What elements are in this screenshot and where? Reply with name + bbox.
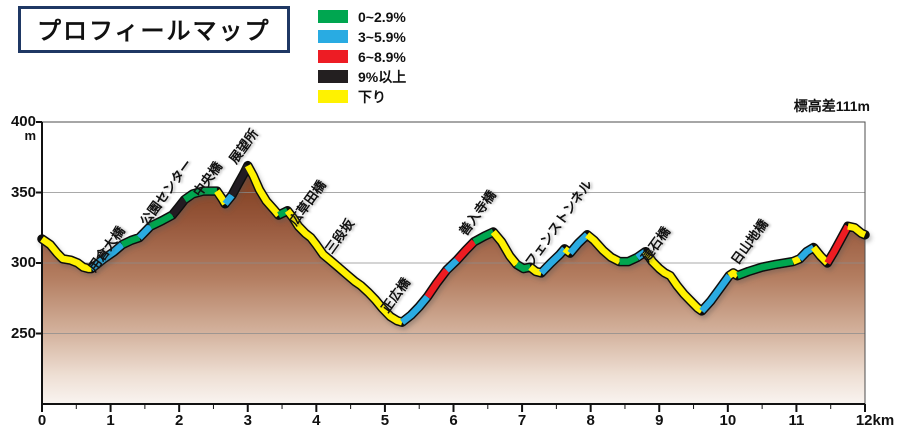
- grade-segment-blue: [699, 273, 732, 314]
- elevation-difference-note: 標高差111m: [793, 98, 870, 114]
- grade-segment-green: [120, 234, 141, 248]
- grade-segment-red: [424, 268, 450, 299]
- legend-item: 9%以上: [318, 67, 406, 86]
- y-axis-unit: m: [24, 128, 36, 143]
- y-axis-label-350: 350: [10, 183, 36, 201]
- grade-segment-blue: [137, 224, 153, 240]
- grade-segment-blue: [400, 294, 430, 325]
- grade-segment-yellow: [528, 264, 543, 277]
- x-axis-label-9: 9: [655, 412, 664, 429]
- grade-segment-green: [514, 261, 531, 272]
- grade-segment-green: [148, 212, 174, 230]
- legend-item: 0~2.9%: [318, 7, 406, 26]
- x-axis-label-1: 1: [106, 412, 115, 429]
- grade-segment-black: [169, 197, 188, 218]
- grade-segment-green: [277, 207, 289, 219]
- legend-label: 下り: [358, 88, 386, 105]
- x-axis-label-10: 10: [719, 412, 737, 429]
- grade-segment-black: [229, 164, 251, 197]
- x-axis-label-7: 7: [517, 412, 527, 429]
- y-axis-label-250: 250: [10, 324, 36, 342]
- grade-segment-yellow: [562, 246, 573, 256]
- legend-label: 0~2.9%: [358, 8, 406, 25]
- grade-segment-red: [824, 224, 851, 265]
- legend-swatch-black: [318, 70, 348, 83]
- grade-segment-yellow: [791, 255, 802, 265]
- y-axis-label-300: 300: [10, 254, 36, 271]
- legend-swatch-red: [318, 50, 348, 63]
- grade-segment-yellow: [727, 269, 740, 279]
- page-title: プロフィールマップ: [37, 18, 271, 45]
- legend-swatch-blue: [318, 30, 348, 43]
- legend-swatch-yellow: [318, 90, 348, 103]
- x-axis-label-2: 2: [174, 412, 184, 429]
- grade-segment-yellow: [847, 223, 867, 238]
- terrain-fill: [42, 165, 865, 404]
- x-axis-label-5: 5: [380, 412, 390, 429]
- legend-item: 3~5.9%: [318, 27, 406, 46]
- grade-segment-blue: [797, 244, 816, 262]
- grade-segment-yellow: [284, 208, 404, 326]
- grade-segment-green: [736, 258, 794, 279]
- legend-label: 6~8.9%: [358, 48, 406, 65]
- grade-segment-yellow: [244, 164, 282, 218]
- grade-segment-green: [472, 229, 495, 245]
- grade-segment-blue: [567, 232, 590, 256]
- x-axis-label-11: 11: [788, 412, 805, 429]
- x-axis-label-0: 0: [37, 412, 47, 429]
- grade-segment-yellow: [40, 236, 92, 272]
- grade-segment-blue: [222, 193, 235, 206]
- page-title-box: プロフィールマップ: [18, 6, 290, 53]
- grade-segment-blue: [89, 242, 125, 272]
- grade-segment-blue: [635, 249, 648, 261]
- legend-swatch-green: [318, 10, 348, 23]
- x-axis-label-8: 8: [586, 412, 595, 429]
- grade-segment-blue: [444, 257, 460, 273]
- legend-label: 3~5.9%: [358, 28, 406, 45]
- grade-segment-yellow: [490, 229, 520, 267]
- legend-item: 下り: [318, 87, 406, 106]
- grade-segment-red: [454, 239, 477, 263]
- x-axis-label-3: 3: [243, 412, 252, 429]
- x-axis-label-4: 4: [312, 412, 321, 429]
- grade-segment-yellow: [642, 249, 704, 314]
- legend-item: 6~8.9%: [318, 47, 406, 66]
- x-axis-label-12km: 12km: [855, 412, 895, 429]
- gradient-legend: 0~2.9% 3~5.9% 6~8.9% 9%以上下り: [318, 7, 406, 107]
- grade-segment-yellow: [585, 232, 621, 265]
- y-axis-label-400: 400: [10, 113, 36, 130]
- grade-segment-green: [182, 187, 217, 203]
- x-axis-label-6: 6: [449, 412, 458, 429]
- grade-segment-green: [619, 254, 639, 265]
- legend-label: 9%以上: [358, 68, 407, 85]
- grade-segment-blue: [538, 246, 568, 276]
